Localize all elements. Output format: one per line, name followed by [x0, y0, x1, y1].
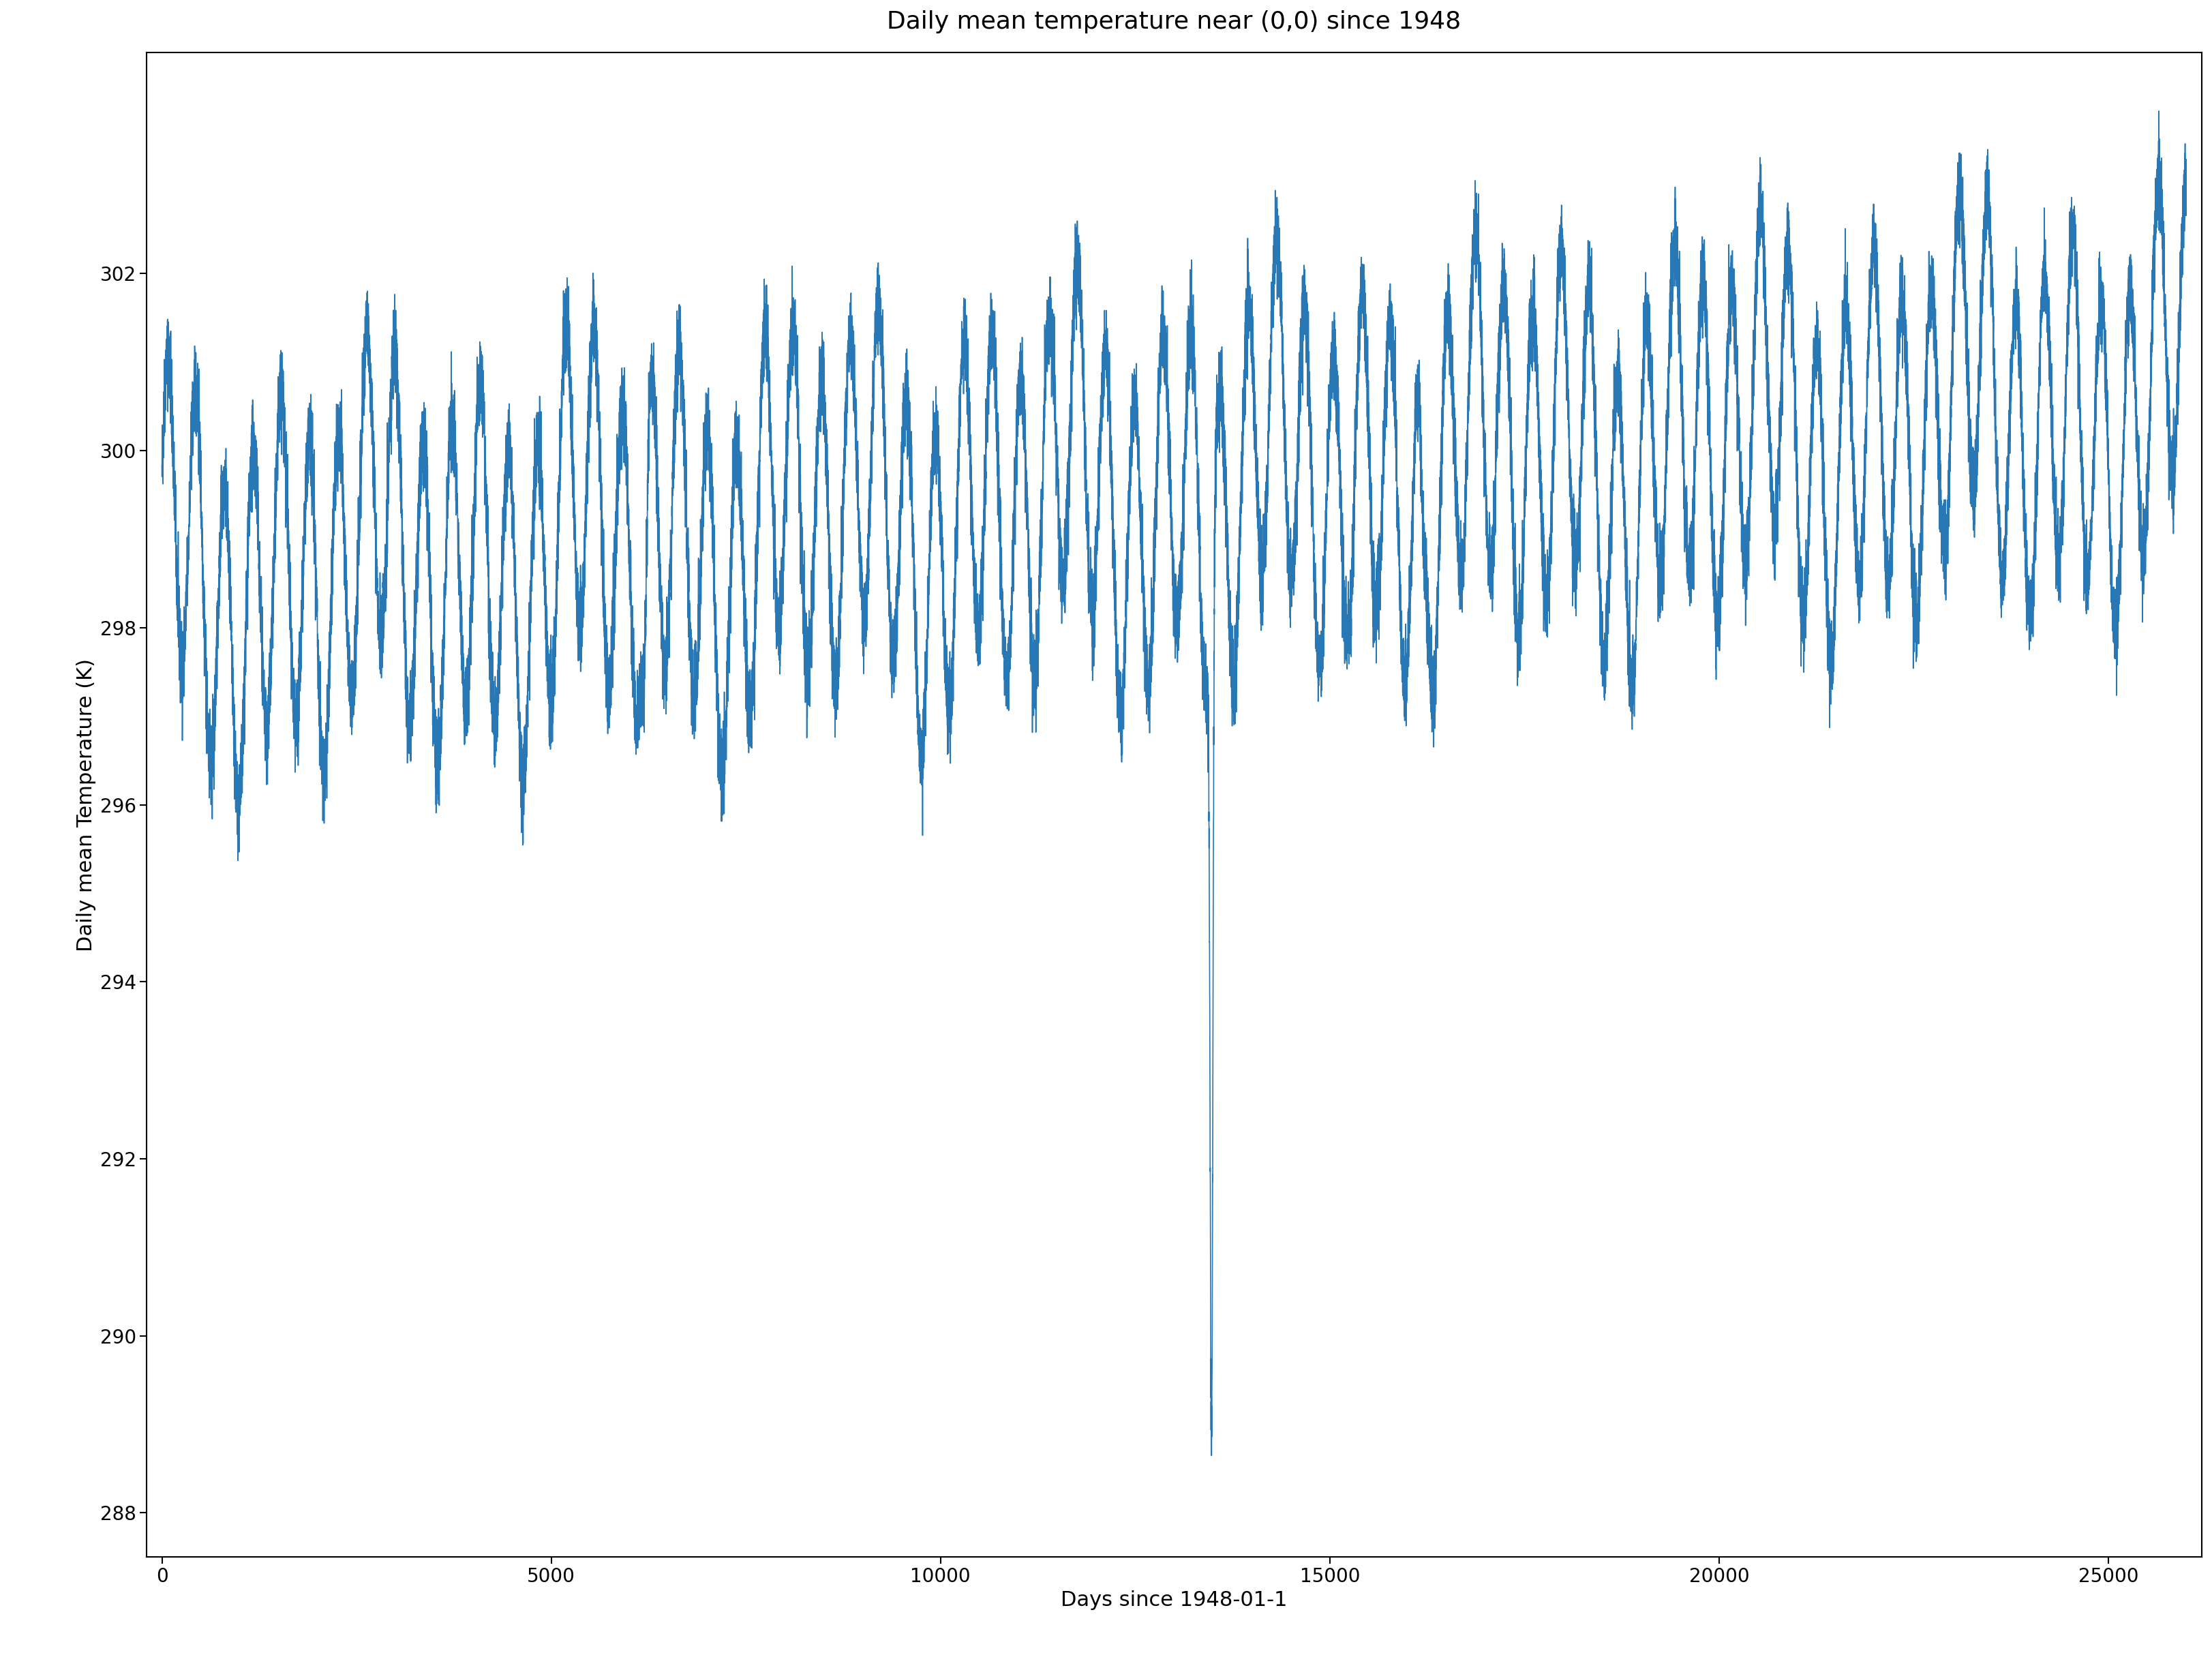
- Title: Daily mean temperature near (0,0) since 1948: Daily mean temperature near (0,0) since …: [887, 10, 1462, 33]
- X-axis label: Days since 1948-01-1: Days since 1948-01-1: [1062, 1590, 1287, 1610]
- Y-axis label: Daily mean Temperature (K): Daily mean Temperature (K): [77, 658, 97, 950]
